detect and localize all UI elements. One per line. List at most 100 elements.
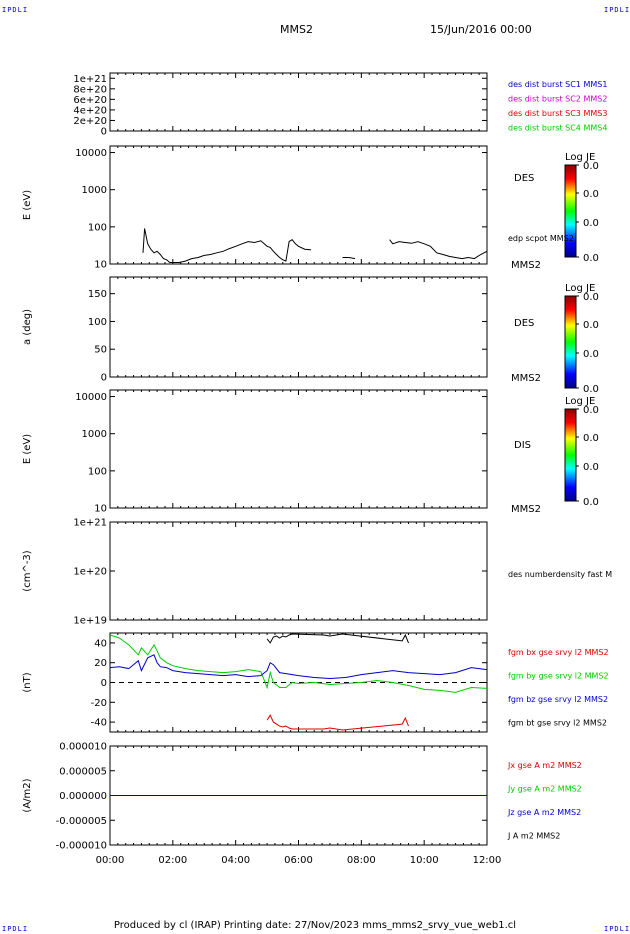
panel2-spacecraft-label: MMS2 [511, 260, 541, 271]
xtick-label: 06:00 [284, 855, 313, 866]
panel2-ylabel: E (eV) [22, 190, 33, 220]
panel1-frame [109, 72, 488, 132]
panel3-ytick-label: 0 [101, 373, 107, 384]
panel4-instrument-label: DIS [514, 440, 531, 451]
panel2-colorbar-tick-label: 0.0 [583, 161, 599, 172]
panel1-legend-entry: des dist burst SC1 MMS1 [508, 80, 607, 89]
panel6-legend-entry: fgm bz gse srvy l2 MMS2 [508, 695, 608, 704]
panel7-ylabel: (A/m2) [22, 778, 33, 812]
panel6-series-line-1 [109, 634, 488, 693]
panel6-ylabel: (nT) [22, 672, 33, 692]
panel7-ytick-label: -0.000005 [56, 816, 107, 827]
panel2-colorbar-tick-label: 0.0 [583, 189, 599, 200]
panel5-ylabel: (cm^-3) [22, 550, 33, 591]
panel3-ytick-label: 50 [94, 345, 107, 356]
panel2-group [109, 145, 579, 265]
panel4-colorbar-tick-label: 0.0 [583, 497, 599, 508]
panel3-colorbar-tick-label: 0.0 [583, 384, 599, 395]
xtick-label: 10:00 [410, 855, 439, 866]
panel1-ytick-label: 1e+21 [73, 74, 107, 85]
panel6-ytick-label: 0 [101, 678, 107, 689]
panel6-legend-entry: fgm bt gse srvy l2 MMS2 [508, 719, 607, 728]
panel2-series-label: edp scpot MMS2 [508, 234, 574, 243]
panel3-colorbar-tick-label: 0.0 [583, 292, 599, 303]
panel3-group [109, 276, 579, 389]
panel3-colorbar-tick-label: 0.0 [583, 320, 599, 331]
panel6-ytick-label: 40 [94, 638, 107, 649]
panel6-ytick-label: -40 [91, 718, 107, 729]
panel6-legend-entry: fgm bx gse srvy l2 MMS2 [508, 648, 609, 657]
panel2-colorbar-tick-label: 0.0 [583, 218, 599, 229]
panel4-colorbar-tick-label: 0.0 [583, 462, 599, 473]
panel2-series-line-0 [142, 228, 488, 263]
panel1-ytick-label: 6e+20 [73, 95, 107, 106]
panel6-group [109, 632, 488, 733]
panel7-ytick-label: 0.000005 [59, 766, 107, 777]
corner-label-top-left: IPDLI [2, 6, 29, 14]
panel4-frame [109, 389, 488, 509]
panel5-ytick-label: 1e+20 [73, 567, 107, 578]
panel2-ytick-label: 10000 [75, 148, 107, 159]
panel3-colorbar-title: Log JE [565, 283, 595, 294]
panel4-colorbar [564, 408, 577, 502]
panel7-group [109, 745, 488, 846]
panel4-ytick-label: 100 [88, 466, 107, 477]
panel2-colorbar [564, 164, 577, 258]
xtick-label: 00:00 [96, 855, 125, 866]
xtick-label: 08:00 [347, 855, 376, 866]
panel7-legend-entry: Jx gse A m2 MMS2 [507, 761, 582, 770]
panel3-ylabel: a (deg) [22, 309, 33, 345]
panel6-series-line-3 [266, 633, 409, 644]
footer-text: Produced by cl (IRAP) Printing date: 27/… [113, 920, 517, 931]
panel7-legend-entry: Jz gse A m2 MMS2 [507, 808, 581, 817]
panel2-colorbar-tick-label: 0.0 [583, 253, 599, 264]
panel2-ytick-label: 10 [94, 260, 107, 271]
panel7-ytick-label: 0.000000 [59, 791, 107, 802]
panel6-ytick-label: -20 [91, 698, 107, 709]
panel1-legend-entry: des dist burst SC4 MMS4 [508, 124, 607, 133]
corner-label-bottom-right: IPDLI [604, 925, 630, 933]
panel2-colorbar-title: Log JE [565, 152, 595, 163]
panel4-ylabel: E (eV) [22, 434, 33, 464]
panel4-ytick-label: 1000 [82, 429, 107, 440]
panel3-frame [109, 276, 488, 378]
panel3-instrument-label: DES [514, 318, 534, 329]
panel4-ytick-label: 10 [94, 504, 107, 515]
panel3-ytick-label: 100 [88, 317, 107, 328]
panel5-ytick-label: 1e+21 [73, 518, 107, 529]
panel6-ytick-label: 20 [94, 658, 107, 669]
panel5-ytick-label: 1e+19 [73, 616, 107, 627]
xtick-label: 04:00 [221, 855, 250, 866]
panel1-ytick-label: 0 [101, 127, 107, 138]
panel2-ytick-label: 100 [88, 222, 107, 233]
xtick-label: 02:00 [158, 855, 187, 866]
panel6-series-line-0 [266, 714, 409, 731]
panel4-colorbar-tick-label: 0.0 [583, 405, 599, 416]
panel5-group [109, 521, 488, 621]
date-time-title: 15/Jun/2016 00:00 [430, 23, 532, 36]
panel4-ytick-label: 10000 [75, 392, 107, 403]
spacecraft-title: MMS2 [280, 23, 313, 36]
panel7-legend-entry: J A m2 MMS2 [507, 832, 560, 841]
panel4-group [109, 389, 579, 509]
panel4-colorbar-tick-label: 0.0 [583, 433, 599, 444]
panel3-spacecraft-label: MMS2 [511, 373, 541, 384]
corner-label-top-right: IPDLI [604, 6, 630, 14]
panel4-spacecraft-label: MMS2 [511, 504, 541, 515]
panel2-instrument-label: DES [514, 173, 534, 184]
panel1-legend-entry: des dist burst SC2 MMS2 [508, 95, 607, 104]
panel7-ytick-label: 0.000010 [59, 742, 107, 753]
panel3-colorbar [564, 295, 577, 389]
panel2-ytick-label: 1000 [82, 185, 107, 196]
panel6-legend-entry: fgm by gse srvy l2 MMS2 [508, 672, 609, 681]
panel5-frame [109, 521, 488, 621]
panel7-legend-entry: Jy gse A m2 MMS2 [507, 785, 582, 794]
corner-label-bottom-left: IPDLI [2, 925, 29, 933]
panel3-colorbar-tick-label: 0.0 [583, 349, 599, 360]
panel1-legend-entry: des dist burst SC3 MMS3 [508, 109, 607, 118]
panel1-ytick-label: 4e+20 [73, 105, 107, 116]
panel1-group [109, 72, 488, 132]
panel1-ytick-label: 8e+20 [73, 84, 107, 95]
panel5-series-label: des numberdensity fast M [508, 570, 612, 579]
